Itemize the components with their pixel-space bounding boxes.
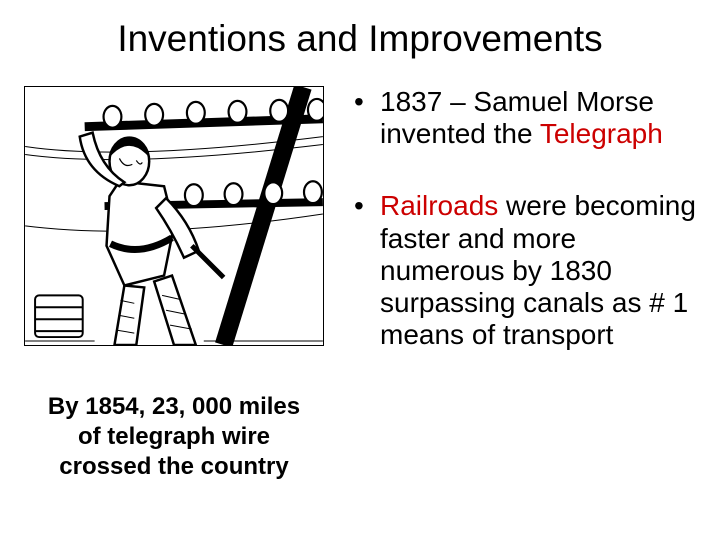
bullet-text-1: 1837 – Samuel Morse invented the Telegra… [380, 86, 696, 150]
bullet-text-2: Railroads were becoming faster and more … [380, 190, 696, 351]
bullet-item-2: • Railroads were becoming faster and mor… [352, 190, 696, 351]
telegraph-lineman-illustration [25, 87, 323, 345]
caption-line-2: of telegraph wire [78, 423, 270, 450]
content-area: By 1854, 23, 000 miles of telegraph wire… [24, 86, 696, 494]
image-caption: By 1854, 23, 000 miles of telegraph wire… [24, 392, 324, 482]
slide-title: Inventions and Improvements [24, 18, 696, 60]
illustration-box [24, 86, 324, 346]
left-column: By 1854, 23, 000 miles of telegraph wire… [24, 86, 324, 494]
caption-line-1: By 1854, 23, 000 miles [48, 393, 300, 420]
bullet-1-highlight: Telegraph [540, 118, 663, 149]
bullet-2-highlight: Railroads [380, 190, 498, 221]
right-column: • 1837 – Samuel Morse invented the Teleg… [352, 86, 696, 494]
caption-line-3: crossed the country [59, 453, 288, 480]
bullet-marker: • [352, 190, 380, 222]
bullet-marker: • [352, 86, 380, 118]
slide: Inventions and Improvements [0, 0, 720, 540]
bullet-item-1: • 1837 – Samuel Morse invented the Teleg… [352, 86, 696, 150]
